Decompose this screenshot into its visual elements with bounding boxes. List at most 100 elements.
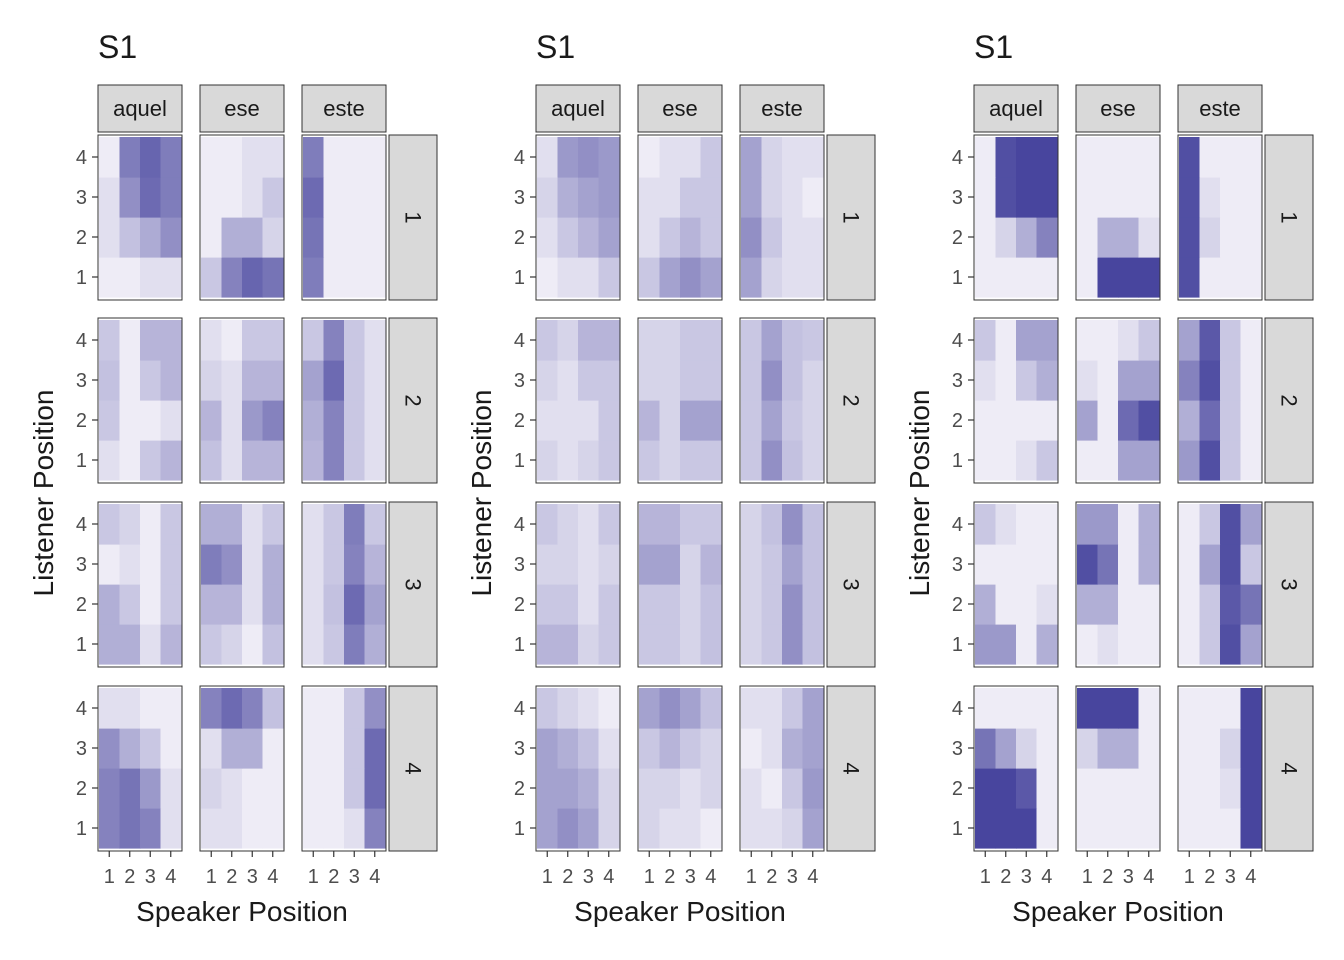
heatmap-cell — [262, 217, 284, 258]
column-facet-label: este — [1199, 96, 1241, 121]
heatmap-cell — [262, 688, 284, 729]
heatmap-cell — [140, 177, 162, 218]
panel-border — [97, 501, 183, 668]
heatmap-cell — [221, 544, 243, 585]
heatmap-cell — [221, 360, 243, 401]
heatmap-cell — [1138, 257, 1160, 298]
heatmap-cell — [995, 544, 1017, 585]
heatmap-cell — [975, 728, 997, 769]
row-facet-label: 2 — [401, 394, 426, 406]
heatmap-cell — [119, 624, 141, 665]
heatmap-cell — [1118, 584, 1140, 625]
heatmap-cell — [639, 360, 661, 401]
heatmap-cell — [303, 768, 325, 809]
heatmap-cell — [1199, 584, 1221, 625]
heatmap-cell — [1199, 544, 1221, 585]
heatmap-cell — [1220, 504, 1242, 545]
heatmap-cell — [741, 808, 763, 849]
heatmap-cell — [761, 400, 783, 441]
heatmap-cell — [802, 504, 824, 545]
heatmap-cell — [1220, 584, 1242, 625]
row-strip — [388, 134, 438, 301]
heatmap-cell — [659, 320, 681, 361]
heatmap-cell — [782, 257, 804, 298]
heatmap-cell — [1220, 217, 1242, 258]
heatmap-cell — [659, 624, 681, 665]
heatmap-cell — [1199, 440, 1221, 481]
heatmap-cell — [1077, 137, 1099, 178]
heatmap-cell — [160, 504, 182, 545]
heatmap-cell — [639, 217, 661, 258]
heatmap-cell — [364, 257, 386, 298]
y-tick-label: 2 — [952, 594, 963, 616]
column-strip — [199, 84, 285, 133]
heatmap-cell — [99, 544, 121, 585]
heatmap-cell — [119, 360, 141, 401]
panel-border — [973, 134, 1059, 301]
heatmap-cell — [201, 504, 223, 545]
x-tick-label: 3 — [349, 866, 360, 888]
heatmap-cell — [201, 808, 223, 849]
x-tick-label: 2 — [766, 866, 777, 888]
heatmap-cell — [700, 257, 722, 298]
heatmap-cell — [303, 584, 325, 625]
heatmap-cell — [201, 320, 223, 361]
heatmap-cell — [1097, 768, 1119, 809]
heatmap-cell — [262, 400, 284, 441]
heatmap-cell — [1016, 217, 1038, 258]
heatmap-cell — [221, 400, 243, 441]
column-facet-label: aquel — [551, 96, 605, 121]
heatmap-cell — [364, 177, 386, 218]
heatmap-cell — [160, 137, 182, 178]
heatmap-cell — [782, 400, 804, 441]
heatmap-cell — [140, 584, 162, 625]
heatmap-cell — [1016, 177, 1038, 218]
heatmap-cell — [201, 768, 223, 809]
heatmap-cell — [975, 808, 997, 849]
heatmap-cell — [201, 688, 223, 729]
heatmap-cell — [201, 257, 223, 298]
heatmap-cell — [802, 688, 824, 729]
row-strip — [826, 501, 876, 668]
row-strip — [388, 317, 438, 484]
heatmap-cell — [578, 584, 600, 625]
y-tick-label: 1 — [514, 818, 525, 840]
panel-border — [535, 134, 621, 301]
x-tick-label: 1 — [1082, 866, 1093, 888]
heatmap-cell — [1036, 584, 1058, 625]
heatmap-cell — [221, 768, 243, 809]
heatmap-cell — [1179, 584, 1201, 625]
heatmap-cell — [242, 400, 264, 441]
heatmap-cell — [598, 177, 620, 218]
heatmap-cell — [578, 504, 600, 545]
x-tick-label: 1 — [746, 866, 757, 888]
heatmap-cell — [700, 544, 722, 585]
row-facet-label: 1 — [401, 211, 426, 223]
heatmap-cell — [201, 544, 223, 585]
x-axis-title: Speaker Position — [1012, 896, 1224, 927]
heatmap-cell — [262, 584, 284, 625]
x-tick-label: 2 — [124, 866, 135, 888]
heatmap-cell — [1097, 544, 1119, 585]
heatmap-cell — [995, 217, 1017, 258]
heatmap-cell — [1240, 728, 1262, 769]
heatmap-cell — [598, 688, 620, 729]
heatmap-cell — [975, 360, 997, 401]
heatmap-cell — [639, 584, 661, 625]
x-tick-label: 1 — [104, 866, 115, 888]
heatmap-cell — [1118, 808, 1140, 849]
heatmap-cell — [1138, 728, 1160, 769]
heatmap-cell — [1179, 504, 1201, 545]
heatmap-cell — [1036, 440, 1058, 481]
heatmap-cell — [680, 320, 702, 361]
heatmap-cell — [1240, 320, 1262, 361]
y-tick-label: 4 — [514, 514, 525, 536]
heatmap-cell — [364, 768, 386, 809]
heatmap-cell — [598, 400, 620, 441]
heatmap-cell — [761, 504, 783, 545]
heatmap-cell — [1097, 177, 1119, 218]
heatmap-cell — [160, 624, 182, 665]
heatmap-cell — [1118, 440, 1140, 481]
heatmap-cell — [639, 624, 661, 665]
column-strip — [301, 84, 387, 133]
